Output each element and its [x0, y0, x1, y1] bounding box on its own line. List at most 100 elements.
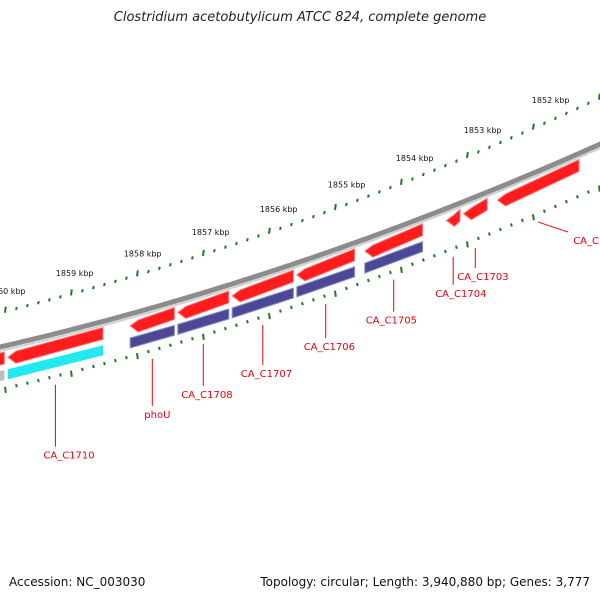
- outer-tick: [543, 121, 546, 125]
- inner-tick: [422, 258, 425, 262]
- outer-tick: [158, 266, 161, 270]
- reverse-gene-arrow[interactable]: [231, 287, 294, 319]
- inner-tick: [367, 278, 370, 283]
- forward-gene-arrow[interactable]: [6, 326, 104, 364]
- inner-tick: [92, 364, 95, 369]
- inner-tick: [389, 270, 392, 275]
- outer-tick: [312, 214, 315, 219]
- outer-tick: [444, 163, 447, 168]
- forward-genes: [0, 158, 580, 381]
- inner-tick: [103, 361, 106, 366]
- outer-tick: [125, 276, 128, 280]
- outer-tick: [576, 106, 579, 111]
- outer-tick: [301, 218, 304, 223]
- inner-tick: [576, 195, 579, 199]
- inner-tick: [378, 274, 381, 279]
- outer-tick: [81, 289, 84, 293]
- outer-tick: [70, 289, 73, 296]
- inner-tick: [213, 330, 216, 334]
- gene-label: CA_C1703: [457, 272, 508, 283]
- tick-label: 1853 kbp: [464, 126, 502, 135]
- outer-tick: [169, 263, 172, 267]
- inner-tick: [136, 352, 139, 360]
- inner-tick-ring: [4, 185, 600, 393]
- inner-tick: [334, 290, 337, 297]
- gene-labels: engACA_C1710phoUCA_C1708CA_C1707CA_C1706…: [43, 221, 600, 462]
- gene-label: CA_C1708: [181, 390, 232, 401]
- outer-tick: [378, 190, 381, 194]
- outer-tick: [48, 298, 51, 302]
- map-title: Clostridium acetobutylicum ATCC 824, com…: [113, 10, 487, 25]
- outer-tick: [422, 172, 425, 177]
- inner-tick: [147, 349, 150, 354]
- reverse-gene-arrow[interactable]: [296, 266, 356, 298]
- inner-tick: [180, 340, 183, 344]
- outer-tick: [488, 145, 491, 149]
- tick-label: 1858 kbp: [124, 249, 162, 258]
- outer-tick: [587, 101, 590, 106]
- outer-tick: [213, 248, 216, 253]
- inner-tick: [169, 343, 172, 347]
- grey-gene-band: [0, 369, 5, 381]
- inner-tick: [15, 384, 18, 388]
- inner-tick: [202, 333, 205, 341]
- reverse-gene-arrow[interactable]: [177, 308, 230, 336]
- outer-tick: [411, 177, 414, 181]
- inner-tick: [191, 336, 194, 341]
- inner-tick: [499, 227, 502, 232]
- outer-tick: [279, 226, 282, 231]
- outer-tick: [92, 285, 95, 290]
- forward-gene-arrow[interactable]: [129, 306, 175, 333]
- forward-gene-arrow[interactable]: [363, 222, 424, 258]
- outer-tick: [257, 234, 260, 238]
- label-leader-line: [538, 221, 569, 233]
- reverse-gene-arrow[interactable]: [129, 324, 175, 349]
- forward-gene-arrow[interactable]: [295, 248, 356, 282]
- inner-tick: [37, 378, 40, 383]
- outer-tick: [147, 269, 150, 274]
- outer-tick: [477, 150, 480, 154]
- outer-tick: [26, 303, 29, 308]
- outer-tick: [246, 238, 249, 242]
- inner-tick: [4, 386, 7, 393]
- gene-label: CA_C1705: [366, 316, 417, 327]
- inner-tick: [81, 367, 84, 372]
- outer-tick: [59, 295, 62, 299]
- inner-tick: [400, 266, 403, 273]
- inner-tick: [224, 326, 227, 331]
- outer-tick: [136, 270, 139, 277]
- outer-tick: [180, 259, 183, 264]
- outer-tick: [400, 178, 403, 185]
- inner-tick: [466, 241, 469, 248]
- forward-gene-arrow[interactable]: [176, 290, 230, 319]
- inner-tick: [26, 381, 29, 385]
- inner-tick: [70, 370, 73, 377]
- inner-tick: [455, 245, 458, 249]
- inner-tick: [543, 209, 546, 213]
- tick-label: 1855 kbp: [328, 180, 366, 189]
- outer-tick: [433, 168, 436, 172]
- forward-gene-arrow[interactable]: [462, 197, 488, 221]
- outer-tick: [191, 256, 194, 260]
- reverse-gene-arrow[interactable]: [364, 240, 424, 274]
- inner-tick: [235, 323, 238, 327]
- forward-gene-arrow[interactable]: [445, 207, 461, 228]
- backbone-highlight: [0, 147, 600, 353]
- inner-tick: [268, 312, 271, 320]
- outer-tick: [554, 116, 557, 121]
- gene-label: CA_C1704: [435, 289, 486, 300]
- gene-label: phoU: [144, 410, 170, 421]
- tick-label: 1860 kbp: [0, 287, 26, 296]
- inner-tick: [323, 294, 326, 298]
- outer-tick: [114, 279, 117, 284]
- forward-gene-arrow[interactable]: [0, 351, 5, 377]
- inner-tick: [532, 214, 535, 221]
- outer-tick: [15, 306, 18, 311]
- highlighted-gene-band: [7, 345, 103, 380]
- inner-tick: [356, 282, 359, 287]
- forward-gene-arrow[interactable]: [496, 158, 580, 207]
- outer-tick: [103, 282, 106, 287]
- outer-tick: [334, 203, 337, 211]
- forward-gene-arrow[interactable]: [231, 269, 294, 303]
